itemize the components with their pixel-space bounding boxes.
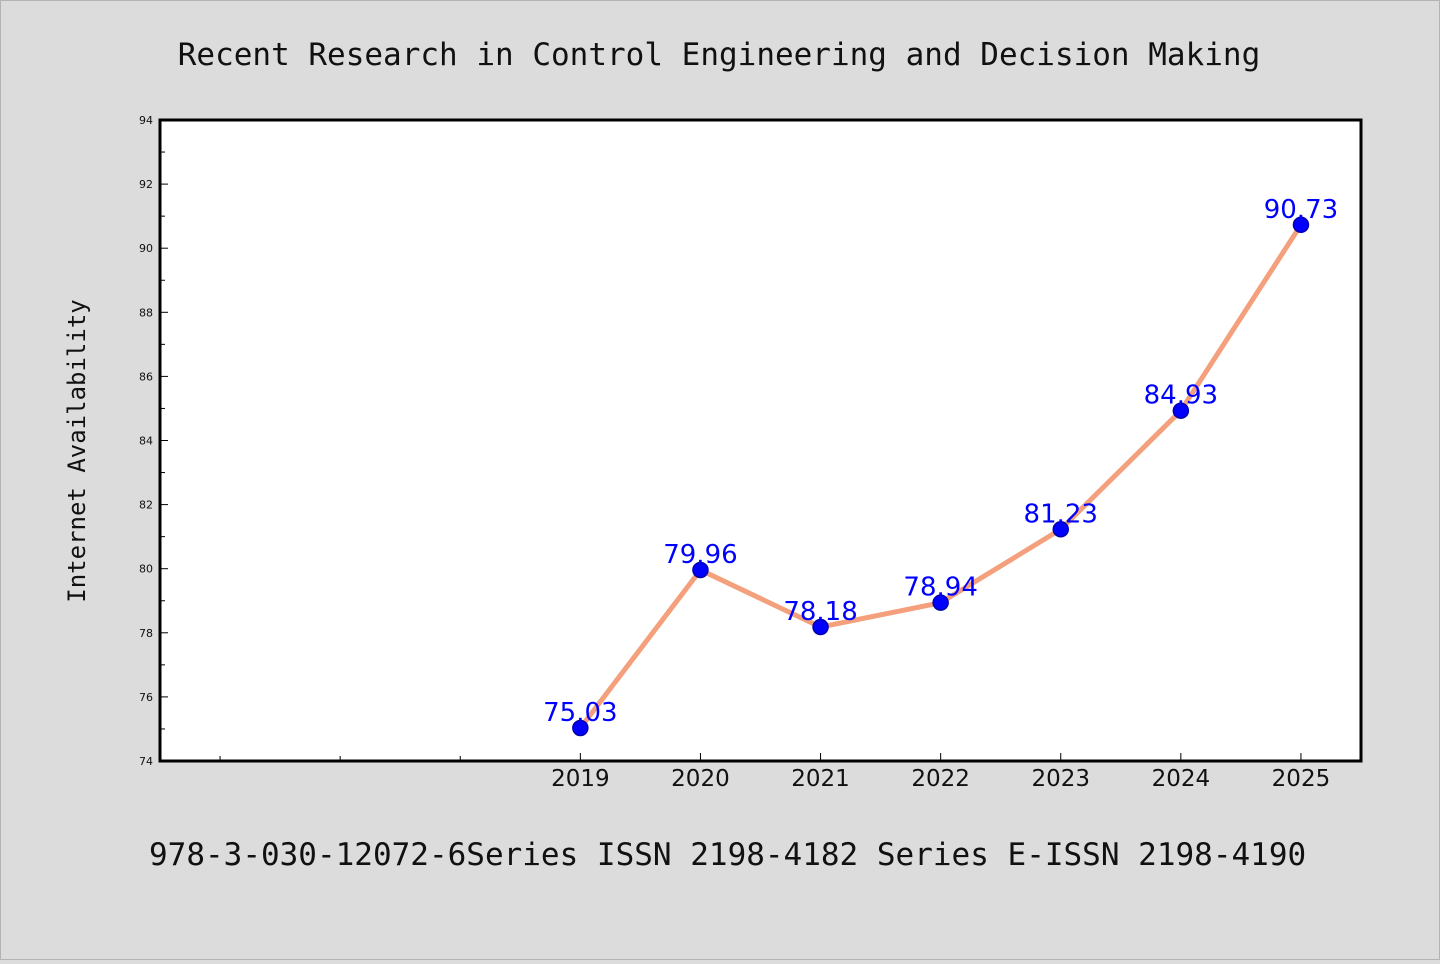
x-tick-label: 2019 — [551, 766, 610, 792]
y-tick-label: 90 — [139, 242, 153, 255]
y-tick-label: 76 — [139, 691, 153, 704]
data-point — [932, 594, 949, 611]
footer-isbn-text: 978-3-030-12072-6Series ISSN 2198-4182 S… — [149, 837, 1306, 873]
y-tick-label: 80 — [139, 563, 153, 576]
y-tick-label: 94 — [139, 114, 153, 127]
x-tick-label: 2021 — [791, 766, 850, 792]
y-tick-label: 92 — [139, 178, 153, 191]
data-point — [572, 719, 589, 737]
data-label: 81.23 — [1024, 499, 1098, 529]
data-point — [1052, 521, 1069, 538]
data-point — [812, 618, 829, 636]
chart-title: Recent Research in Control Engineering a… — [178, 37, 1261, 73]
y-tick-label: 84 — [139, 435, 153, 448]
x-tick-label: 2022 — [911, 766, 970, 792]
y-axis-ticks: 74 76 78 80 82 84 86 88 90 92 94 — [139, 114, 168, 768]
data-label: 78.18 — [783, 597, 857, 627]
data-label: 79.96 — [663, 540, 737, 570]
series-layer: 75.03 79.96 78.18 78.94 81.23 84.93 90.73 — [543, 195, 1338, 737]
x-tick-label: 2023 — [1031, 766, 1090, 792]
x-axis-ticks: 2019 2020 2021 2022 2023 2024 2025 — [219, 753, 1331, 792]
plot-area — [158, 118, 1363, 763]
data-label: 90.73 — [1264, 195, 1338, 225]
data-label: 75.03 — [543, 698, 617, 728]
data-point — [1172, 402, 1190, 419]
y-axis-label: Internet Availability — [63, 299, 91, 602]
x-tick-label: 2025 — [1272, 766, 1331, 792]
data-label: 78.94 — [903, 573, 977, 603]
y-tick-label: 78 — [139, 627, 153, 640]
y-tick-label: 74 — [139, 755, 153, 768]
data-label: 84.93 — [1144, 381, 1218, 411]
y-tick-label: 88 — [139, 306, 153, 319]
y-tick-label: 82 — [139, 499, 153, 512]
data-point — [692, 561, 709, 579]
data-point — [1292, 216, 1310, 234]
x-tick-label: 2020 — [671, 766, 730, 792]
y-tick-label: 86 — [139, 370, 153, 383]
x-tick-label: 2024 — [1152, 766, 1211, 792]
